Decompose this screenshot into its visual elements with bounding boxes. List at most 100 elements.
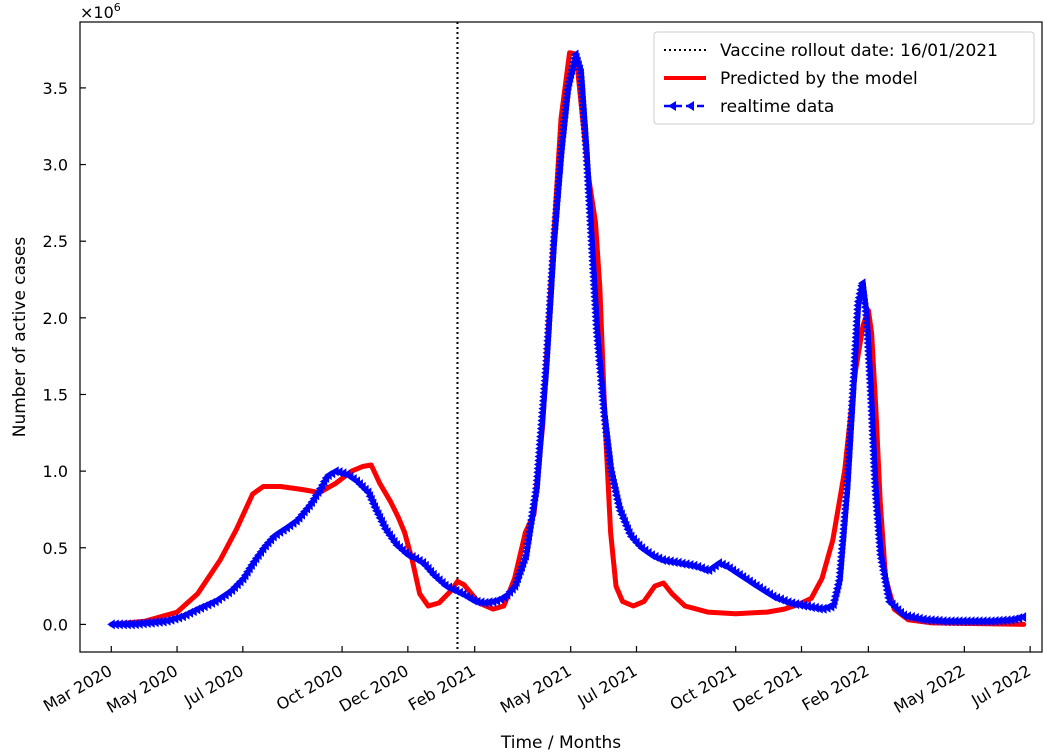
series-realtime-marker [174,612,183,623]
series-realtime-marker [935,615,943,626]
legend-swatch-realtime-marker-b [686,101,694,111]
series-realtime-marker [931,615,939,626]
series-realtime-marker [662,555,670,566]
series-realtime-marker [338,468,347,479]
y-tick-label: 0.0 [43,615,68,634]
series-realtime-marker [476,597,485,608]
plot-frame [79,21,1043,653]
series-realtime-marker [674,557,682,568]
series-realtime-marker [955,616,963,627]
series-realtime-marker [959,616,967,627]
series-realtime-marker [685,560,694,570]
series-realtime-marker [147,617,155,628]
series-realtime-marker [335,467,343,478]
legend: Vaccine rollout date: 16/01/2021 Predict… [653,31,1035,125]
series-realtime-marker [939,616,947,627]
y-tick-label: 3.0 [43,156,68,175]
series-realtime-marker [907,612,915,622]
series-realtime-marker [135,618,143,629]
series-realtime-marker [127,619,135,630]
series-realtime-markers [107,49,1027,630]
series-realtime-marker [155,616,163,627]
series-realtime-marker [967,616,975,627]
series-realtime-marker [795,599,804,610]
series-realtime-marker [1003,615,1011,626]
series-realtime-marker [131,619,139,630]
y-tick-label: 3.5 [43,79,68,98]
series-realtime-marker [159,616,167,627]
series-realtime-marker [991,616,999,626]
series-realtime-marker [947,616,955,627]
y-tick-label: 2.5 [43,232,68,251]
series-realtime-marker [919,614,927,625]
legend-swatch-realtime-marker-a [668,101,676,111]
series-realtime-marker [983,616,991,627]
series-realtime-marker [139,618,147,629]
series-realtime-marker [995,615,1003,626]
series-realtime-marker [1018,612,1027,623]
series-realtime-marker [331,466,339,477]
series-realtime-marker [484,597,493,608]
y-axis-multiplier-exponent: 6 [114,1,121,14]
series-realtime-marker [799,600,807,611]
series-realtime-marker [915,613,923,624]
series-realtime-marker [123,619,131,630]
series-realtime-marker [111,619,119,630]
series-realtime-marker [987,616,995,627]
series-realtime-marker [488,596,497,607]
series-realtime-marker [473,596,481,607]
series-realtime-marker [787,598,796,609]
series-realtime-marker [823,602,831,613]
y-tick-label: 2.0 [43,309,68,328]
y-tick-label: 0.5 [43,539,68,558]
series-realtime-marker [107,619,115,630]
series-realtime-marker [811,602,819,613]
series-realtime-marker [115,619,123,630]
legend-label-realtime: realtime data [720,97,834,117]
series-realtime-marker [163,615,171,626]
series-realtime-marker [1010,614,1019,625]
series-realtime-marker [979,616,987,627]
series-realtime-marker [658,555,666,565]
series-realtime-marker [1014,613,1023,624]
series-realtime-marker [666,556,674,567]
series-realtime-marker [791,599,800,610]
y-axis-label: Number of active cases [10,237,30,438]
series-realtime-marker [911,612,919,623]
series-realtime-marker [166,614,175,625]
series-realtime-marker [480,597,489,608]
series-realtime-marker [903,611,911,622]
series-realtime-marker [963,616,971,627]
series-realtime-marker [943,616,951,627]
series-realtime-marker [899,610,907,621]
series-realtime-marker [803,601,811,612]
series-realtime-marker [1007,614,1015,625]
series-realtime-marker [923,615,931,625]
series-realtime-marker [971,616,979,627]
y-tick-label: 1.5 [43,385,68,404]
series-realtime-marker [670,557,678,568]
series-realtime-marker [999,615,1007,626]
series-realtime-marker [151,617,159,628]
series-realtime-marker [951,616,959,627]
series-realtime-marker [819,603,827,614]
series-realtime-marker [807,602,815,613]
series-realtime-marker [170,613,179,624]
series-realtime-marker [701,564,709,575]
series-realtime-marker [143,618,151,628]
series-realtime-marker [783,597,792,608]
y-axis-multiplier: ×106 [80,1,121,22]
legend-label-vline: Vaccine rollout date: 16/01/2021 [720,41,998,61]
legend-box [653,31,1035,125]
series-realtime-marker [689,560,698,571]
series-realtime-marker [678,558,686,569]
series-realtime-marker [927,615,935,626]
legend-label-predicted: Predicted by the model [720,69,918,89]
x-axis-label: Time / Months [500,733,621,753]
series-realtime-marker [682,559,690,570]
series-realtime-marker [975,616,983,627]
series-realtime-marker [815,603,823,614]
series-realtime-marker [119,619,127,630]
y-tick-label: 1.0 [43,462,68,481]
